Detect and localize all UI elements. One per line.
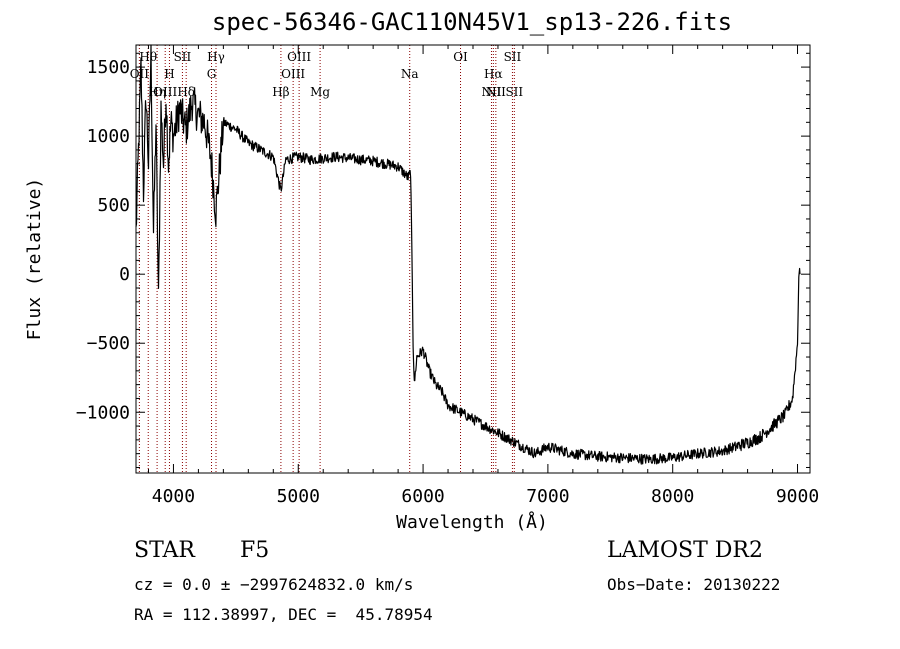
- x-tick-label: 8000: [651, 486, 694, 507]
- spectral-line-label: G: [207, 67, 217, 81]
- object-subclass: F5: [240, 538, 270, 563]
- y-tick-label: −1000: [76, 402, 130, 423]
- observation-date: Obs−Date: 20130222: [607, 575, 781, 594]
- spectral-line-label: NII: [481, 85, 501, 99]
- spectral-line-label: OIII: [287, 50, 311, 64]
- x-tick-label: 7000: [526, 486, 569, 507]
- y-tick-label: 500: [97, 195, 130, 216]
- spectral-line-label: Hδ: [177, 85, 195, 99]
- spectral-line-label: Hθ: [139, 50, 157, 64]
- spectral-line-label: SII: [504, 50, 522, 64]
- object-class: STAR: [134, 538, 195, 563]
- y-tick-label: 1000: [87, 126, 130, 147]
- spectral-line-label: OIII: [153, 85, 177, 99]
- spectral-line-label: SII: [174, 50, 192, 64]
- y-axis: 1500 1000 500 0 −500 −1000: [76, 52, 810, 468]
- y-tick-label: 0: [119, 264, 130, 285]
- chart-title: spec-56346-GAC110N45V1_sp13-226.fits: [212, 8, 732, 36]
- spectral-line-label: SII: [505, 85, 523, 99]
- y-tick-label: −500: [87, 333, 130, 354]
- x-axis: 4000 5000 6000 7000 8000 9000: [147, 45, 819, 507]
- survey-label: LAMOST DR2: [607, 538, 763, 563]
- x-tick-label: 6000: [401, 486, 444, 507]
- spectral-line-label: Hη: [148, 85, 166, 99]
- spectral-line-label: Hα: [484, 67, 503, 81]
- redshift-text: cz = 0.0 ± −2997624832.0 km/s: [134, 575, 414, 594]
- spectral-line-labels: OIIHθHηOIIIHSIIHδGHγHβOIIIOIIIMgNaOINIIH…: [130, 50, 524, 99]
- y-tick-label: 1500: [87, 57, 130, 78]
- spectral-line-label: Hβ: [272, 85, 289, 99]
- spectral-line-label: Hγ: [207, 50, 225, 64]
- spectral-line-label: OIII: [281, 67, 305, 81]
- spectral-line-label: NII: [486, 85, 506, 99]
- spectral-line-label: OII: [130, 67, 150, 81]
- spectral-line-label: Mg: [310, 85, 330, 99]
- plot-frame: [135, 44, 811, 474]
- spectrum-line: [135, 44, 801, 465]
- x-tick-label: 5000: [277, 486, 320, 507]
- coordinates-text: RA = 112.38997, DEC = 45.78954: [134, 605, 433, 624]
- spectral-line-label: Na: [401, 67, 419, 81]
- x-tick-label: 9000: [776, 486, 819, 507]
- x-tick-label: 4000: [152, 486, 195, 507]
- spectral-line-label: H: [164, 67, 174, 81]
- spectral-line-markers: [138, 45, 515, 473]
- spectral-line-label: OI: [453, 50, 468, 64]
- x-axis-label: Wavelength (Å): [396, 511, 548, 533]
- y-axis-label: Flux (relative): [24, 178, 45, 341]
